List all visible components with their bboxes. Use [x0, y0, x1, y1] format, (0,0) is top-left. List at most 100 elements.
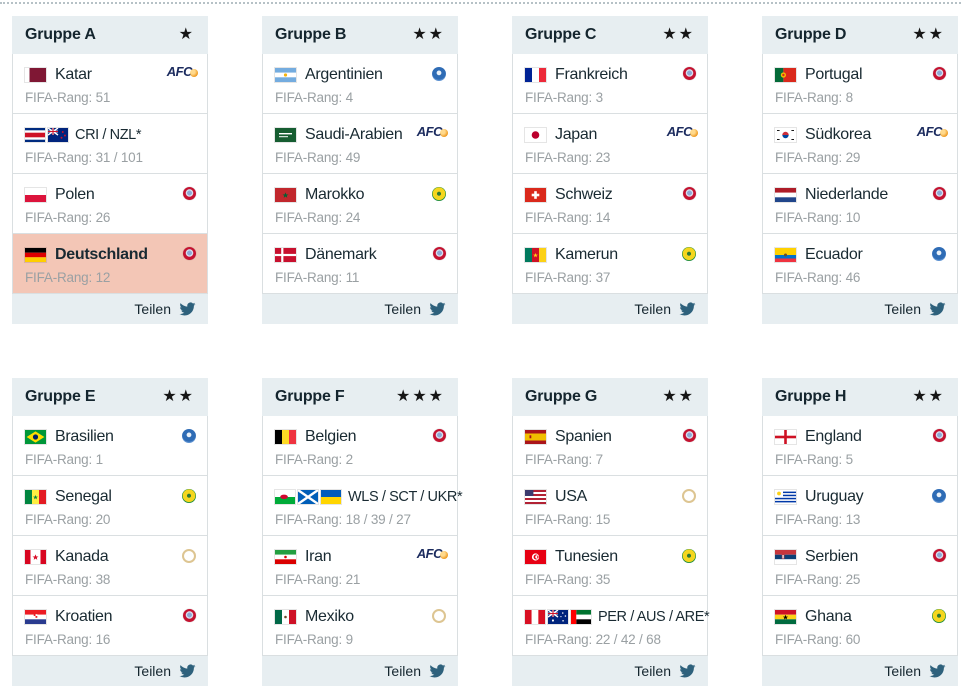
team-name: Katar: [55, 66, 92, 83]
group-card-body: Portugal FIFA-Rang: 8 Südkorea FIFA-Rang…: [762, 54, 958, 294]
team-name: Polen: [55, 186, 95, 203]
team-flags: [525, 490, 546, 504]
team-row: Kamerun FIFA-Rang: 37: [513, 234, 707, 294]
group-title: Gruppe E: [25, 388, 96, 405]
fifa-rank-label: FIFA-Rang:: [275, 270, 343, 285]
fifa-rank-value: 14: [595, 210, 611, 225]
team-flags: [775, 128, 796, 142]
team-flags: [275, 490, 341, 504]
group-title: Gruppe C: [525, 26, 597, 43]
team-row: England FIFA-Rang: 5: [763, 416, 957, 476]
team-fifa-rank: FIFA-Rang: 11: [275, 270, 445, 285]
team-flags: [775, 68, 796, 82]
share-button[interactable]: Teilen: [512, 294, 708, 324]
group-card-body: England FIFA-Rang: 5 Uruguay FIFA-Rang: …: [762, 416, 958, 656]
team-name: Ghana: [805, 608, 852, 625]
fifa-rank-label: FIFA-Rang:: [275, 632, 343, 647]
twitter-icon[interactable]: [928, 301, 947, 317]
flag-denmark-icon: [275, 248, 296, 262]
flag-morocco-icon: [275, 188, 296, 202]
fifa-rank-value: 11: [345, 270, 360, 285]
share-label: Teilen: [884, 301, 921, 317]
team-name: CRI / NZL*: [75, 127, 142, 143]
group-star-rating-icon: ★★: [662, 26, 695, 43]
team-flags: [525, 188, 546, 202]
twitter-icon[interactable]: [678, 301, 697, 317]
fifa-rank-label: FIFA-Rang:: [775, 270, 843, 285]
team-line: Kanada: [25, 546, 195, 568]
team-flags: [275, 248, 296, 262]
twitter-icon[interactable]: [428, 663, 447, 679]
twitter-icon[interactable]: [928, 663, 947, 679]
concacaf-badge-icon: [182, 549, 196, 563]
flag-germany-icon: [25, 248, 46, 262]
group-card: Gruppe H ★★ England FIFA-Rang: 5 Uruguay…: [762, 378, 958, 686]
team-flags: [525, 128, 546, 142]
caf-badge-icon: [182, 489, 196, 503]
team-name: Belgien: [305, 428, 357, 445]
share-button[interactable]: Teilen: [262, 294, 458, 324]
twitter-icon[interactable]: [178, 301, 197, 317]
fifa-rank-label: FIFA-Rang:: [25, 150, 93, 165]
flag-uae-icon: [571, 610, 591, 624]
uefa-badge-icon: [933, 549, 946, 562]
group-title: Gruppe F: [275, 388, 345, 405]
team-flags: [275, 68, 296, 82]
flag-switzerland-icon: [525, 188, 546, 202]
group-star-rating-icon: ★: [178, 26, 195, 43]
team-fifa-rank: FIFA-Rang: 3: [525, 90, 695, 105]
fifa-rank-value: 13: [845, 512, 861, 527]
afc-badge-icon: AFC: [417, 547, 448, 560]
team-row: Polen FIFA-Rang: 26: [13, 174, 207, 234]
fifa-rank-value: 16: [95, 632, 111, 647]
team-flags: [525, 430, 546, 444]
uefa-badge-icon: [933, 429, 946, 442]
group-star-rating-icon: ★★: [412, 26, 445, 43]
team-flags: [25, 550, 46, 564]
team-flags: [25, 248, 46, 262]
team-flags: [275, 550, 296, 564]
team-row: CRI / NZL* FIFA-Rang: 31 / 101: [13, 114, 207, 174]
team-fifa-rank: FIFA-Rang: 31 / 101: [25, 150, 195, 165]
group-title: Gruppe B: [275, 26, 347, 43]
twitter-icon[interactable]: [428, 301, 447, 317]
flag-france-icon: [525, 68, 546, 82]
team-fifa-rank: FIFA-Rang: 7: [525, 452, 695, 467]
team-fifa-rank: FIFA-Rang: 29: [775, 150, 945, 165]
share-button[interactable]: Teilen: [12, 294, 208, 324]
team-fifa-rank: FIFA-Rang: 51: [25, 90, 195, 105]
fifa-rank-value: 38: [95, 572, 111, 587]
fifa-rank-value: 31 / 101: [95, 150, 143, 165]
fifa-rank-value: 22 / 42 / 68: [595, 632, 661, 647]
team-flags: [775, 490, 796, 504]
team-flags: [525, 550, 546, 564]
group-star-rating-icon: ★★: [662, 388, 695, 405]
team-fifa-rank: FIFA-Rang: 8: [775, 90, 945, 105]
share-button[interactable]: Teilen: [762, 294, 958, 324]
group-title: Gruppe G: [525, 388, 598, 405]
flag-netherlands-icon: [775, 188, 796, 202]
fifa-rank-value: 35: [595, 572, 611, 587]
team-fifa-rank: FIFA-Rang: 15: [525, 512, 695, 527]
team-fifa-rank: FIFA-Rang: 2: [275, 452, 445, 467]
uefa-badge-icon: [183, 187, 196, 200]
team-line: Spanien: [525, 426, 695, 448]
group-card-header: Gruppe C ★★: [512, 16, 708, 54]
flag-brazil-icon: [25, 430, 46, 444]
group-card-header: Gruppe E ★★: [12, 378, 208, 416]
flag-portugal-icon: [775, 68, 796, 82]
flag-england-icon: [775, 430, 796, 444]
fifa-rank-label: FIFA-Rang:: [275, 452, 343, 467]
twitter-icon[interactable]: [678, 663, 697, 679]
team-fifa-rank: FIFA-Rang: 13: [775, 512, 945, 527]
team-line: Ghana: [775, 606, 945, 628]
team-name: Südkorea: [805, 126, 872, 143]
group-card: Gruppe E ★★ Brasilien FIFA-Rang: 1 Seneg…: [12, 378, 208, 686]
share-label: Teilen: [634, 663, 671, 679]
fifa-rank-label: FIFA-Rang:: [525, 210, 593, 225]
twitter-icon[interactable]: [178, 663, 197, 679]
flag-spain-icon: [525, 430, 546, 444]
conmebol-badge-icon: [932, 247, 946, 261]
group-title: Gruppe D: [775, 26, 847, 43]
group-card-body: Katar FIFA-Rang: 51 AFC CRI / NZL* FIFA-…: [12, 54, 208, 294]
